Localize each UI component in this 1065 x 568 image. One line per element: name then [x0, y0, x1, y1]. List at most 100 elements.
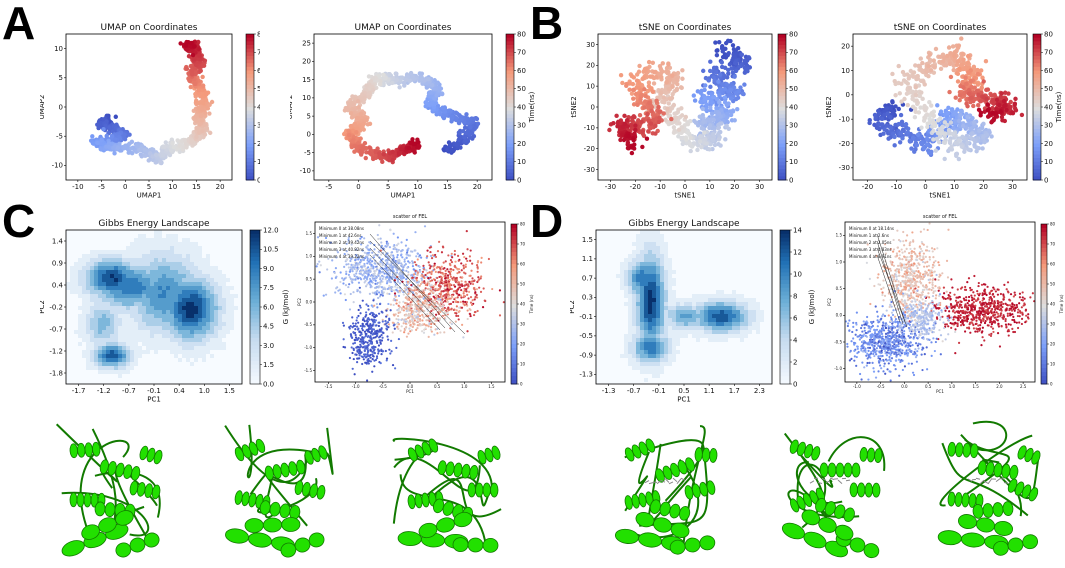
- scatter-point: [896, 106, 901, 112]
- scatter-point: [961, 85, 966, 90]
- energy-cell: [162, 242, 166, 246]
- x-tick-label: -5: [325, 183, 332, 191]
- energy-cell: [194, 298, 198, 302]
- x-axis-label: UMAP1: [137, 191, 162, 199]
- scatter-point: [618, 72, 624, 78]
- energy-cell: [98, 274, 102, 278]
- colorbar-segment: [778, 74, 786, 79]
- energy-cell: [226, 306, 230, 310]
- x-tick-label: -10: [72, 183, 83, 191]
- energy-cell: [194, 350, 198, 354]
- energy-cell: [170, 290, 174, 294]
- scatter-point: [876, 111, 882, 116]
- energy-cell: [126, 338, 130, 342]
- energy-cell: [186, 314, 190, 318]
- energy-cell: [102, 266, 106, 270]
- energy-cell: [162, 302, 166, 306]
- energy-cell: [210, 346, 214, 350]
- energy-cell: [106, 346, 110, 350]
- scatter-point: [928, 150, 934, 156]
- energy-cell: [138, 350, 142, 354]
- energy-cell: [158, 266, 162, 270]
- energy-cell: [114, 298, 118, 302]
- energy-cell: [102, 258, 106, 262]
- energy-cell: [194, 346, 198, 350]
- scatter-point: [723, 137, 728, 142]
- scatter-point: [199, 117, 205, 123]
- energy-cell: [206, 342, 210, 346]
- colorbar-segment: [778, 63, 786, 68]
- scatter-point: [984, 96, 989, 102]
- scatter-point: [925, 121, 930, 126]
- energy-cell: [142, 266, 146, 270]
- energy-cell: [110, 326, 114, 330]
- colorbar-segment: [246, 143, 254, 148]
- energy-cell: [78, 342, 82, 346]
- energy-cell: [138, 322, 142, 326]
- scatter-point: [462, 125, 468, 130]
- energy-cell: [90, 282, 94, 286]
- energy-cell: [114, 302, 118, 306]
- energy-cell: [218, 314, 222, 318]
- energy-cell: [138, 334, 142, 338]
- scatter-point: [646, 118, 651, 123]
- energy-cell: [202, 338, 206, 342]
- energy-cell: [118, 314, 122, 318]
- energy-cell: [190, 306, 194, 310]
- scatter-point: [642, 99, 648, 104]
- colorbar-tick-label: 40: [517, 103, 526, 111]
- energy-cell: [110, 306, 114, 310]
- scatter-point: [716, 137, 722, 142]
- energy-cell: [230, 326, 234, 330]
- energy-cell: [78, 262, 82, 266]
- energy-cell: [142, 314, 146, 318]
- scatter-point: [129, 139, 135, 144]
- energy-cell: [74, 262, 78, 266]
- scatter-point: [106, 144, 112, 150]
- energy-cell: [138, 238, 142, 242]
- colorbar-tick-label: 50: [517, 85, 526, 93]
- energy-cell: [138, 306, 142, 310]
- scatter-point: [662, 100, 667, 105]
- energy-cell: [174, 246, 178, 250]
- energy-cell: [166, 330, 170, 334]
- energy-cell: [182, 310, 186, 314]
- scatter-point: [961, 57, 966, 62]
- colorbar-segment: [1033, 136, 1041, 141]
- energy-cell: [94, 254, 98, 258]
- scatter-point: [931, 58, 936, 63]
- colorbar-segment: [246, 55, 254, 61]
- energy-cell: [174, 294, 178, 298]
- colorbar-segment: [1033, 52, 1041, 57]
- energy-cell: [74, 286, 78, 290]
- scatter-point: [913, 92, 918, 98]
- energy-cell: [154, 250, 158, 254]
- energy-cell: [146, 310, 150, 314]
- scatter-point: [971, 103, 976, 109]
- colorbar-segment: [506, 125, 514, 130]
- scatter-point: [915, 132, 921, 138]
- energy-cell: [210, 274, 214, 278]
- energy-cell: [142, 282, 146, 286]
- energy-cell: [170, 278, 174, 282]
- scatter-point: [188, 84, 193, 90]
- energy-cell: [134, 338, 138, 342]
- scatter-point: [964, 81, 969, 86]
- scatter-point: [701, 68, 706, 74]
- colorbar-tick-label: 30: [257, 122, 260, 130]
- energy-cell: [214, 338, 218, 342]
- energy-cell: [138, 250, 142, 254]
- energy-cell: [126, 250, 130, 254]
- scatter-point: [719, 60, 725, 65]
- scatter-point: [687, 141, 693, 146]
- energy-cell: [158, 254, 162, 258]
- energy-cell: [78, 318, 82, 322]
- scatter-point: [965, 104, 970, 109]
- scatter-point: [639, 119, 644, 125]
- scatter-point: [920, 60, 925, 66]
- colorbar-segment: [506, 77, 514, 82]
- scatter-point: [953, 119, 958, 124]
- energy-cell: [74, 270, 78, 274]
- energy-cell: [154, 290, 158, 294]
- scatter-point: [893, 93, 898, 98]
